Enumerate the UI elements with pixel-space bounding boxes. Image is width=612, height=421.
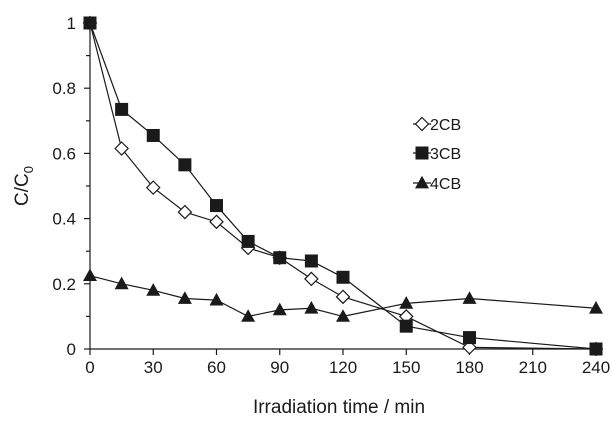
data-point-3cb <box>463 331 476 345</box>
y-tick-label: 0.6 <box>52 144 76 163</box>
data-point-4cb <box>589 301 603 314</box>
data-point-2cb <box>462 340 477 355</box>
data-point-3cb <box>304 254 318 268</box>
data-point-4cb <box>336 309 350 322</box>
y-tick-label: 1 <box>67 14 76 33</box>
legend-marker-2cb <box>414 116 430 132</box>
y-tick-label: 0.8 <box>52 79 76 98</box>
data-point-4cb <box>304 301 319 314</box>
legend: 2CB 3CB 4CB <box>413 116 461 193</box>
data-point-3cb <box>115 102 129 116</box>
y-axis-title: C/C0 <box>12 166 36 206</box>
data-point-4cb <box>177 291 192 304</box>
data-point-3cb <box>210 199 223 213</box>
series-layer <box>82 15 604 357</box>
data-point-4cb <box>462 291 477 304</box>
data-point-2cb <box>304 271 319 287</box>
legend-label-2cb: 2CB <box>430 117 461 134</box>
x-tick-label: 90 <box>270 358 289 377</box>
data-point-4cb <box>272 302 287 316</box>
data-point-2cb <box>177 204 193 220</box>
series-3cb <box>83 16 603 356</box>
legend-item-2cb: 2CB <box>413 116 461 134</box>
data-point-3cb <box>241 234 255 248</box>
series-2cb <box>82 15 604 357</box>
x-tick-label: 30 <box>144 358 163 377</box>
x-axis-title: Irradiation time / min <box>253 397 425 418</box>
data-point-3cb <box>83 16 97 30</box>
data-point-4cb <box>399 296 414 309</box>
x-tick-label: 0 <box>85 358 94 377</box>
y-axis-ticks: 0 0.2 0.4 0.6 0.8 1 <box>52 14 90 359</box>
y-axis-title-subscript: 0 <box>21 166 36 173</box>
data-point-3cb <box>399 319 413 333</box>
data-point-2cb <box>145 180 161 195</box>
data-point-3cb <box>273 251 287 265</box>
data-point-3cb <box>589 342 603 356</box>
data-point-3cb <box>146 128 160 142</box>
data-point-2cb <box>209 214 224 230</box>
data-point-3cb <box>178 158 192 172</box>
data-point-4cb <box>241 309 256 322</box>
data-point-4cb <box>114 276 129 290</box>
data-point-3cb <box>336 270 350 284</box>
data-point-2cb <box>114 141 129 156</box>
y-tick-label: 0 <box>67 340 76 359</box>
x-tick-label: 240 <box>582 358 610 377</box>
data-point-2cb <box>335 289 351 305</box>
x-tick-label: 60 <box>207 358 226 377</box>
data-point-4cb <box>146 283 161 296</box>
y-tick-label: 0.2 <box>52 275 76 294</box>
y-tick-label: 0.4 <box>52 210 76 229</box>
x-tick-label: 120 <box>329 358 357 377</box>
data-point-4cb <box>83 268 97 282</box>
x-tick-label: 150 <box>392 358 420 377</box>
x-axis-ticks: 0 30 60 90 120 150 180 210 240 <box>85 349 610 377</box>
x-tick-label: 180 <box>455 358 483 377</box>
series-line-2cb <box>89 22 597 350</box>
legend-label-4cb: 4CB <box>430 176 461 193</box>
x-tick-label: 210 <box>519 358 547 377</box>
data-point-4cb <box>209 292 224 306</box>
y-axis-title-main: C/C <box>12 173 33 206</box>
series-line-4cb <box>89 275 597 318</box>
legend-marker-4cb <box>415 175 429 189</box>
legend-marker-3cb <box>415 146 429 160</box>
legend-item-3cb: 3CB <box>413 146 461 163</box>
legend-item-4cb: 4CB <box>413 175 461 193</box>
legend-label-3cb: 3CB <box>430 146 461 163</box>
series-4cb <box>83 268 603 322</box>
